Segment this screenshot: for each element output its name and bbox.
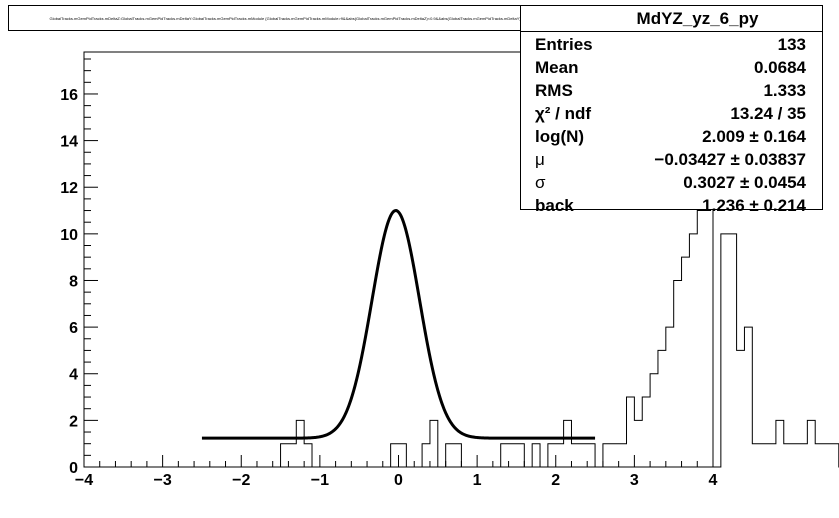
stats-value: 1.333 <box>763 81 806 100</box>
stats-row: σ 0.3027 ± 0.0454 <box>535 172 806 194</box>
stats-key: μ <box>535 150 545 169</box>
y-tick-label: 12 <box>60 180 78 197</box>
stats-key: Mean <box>535 58 579 77</box>
histogram-bin <box>815 444 823 467</box>
histogram-bin <box>807 420 815 467</box>
x-tick-label: −2 <box>232 472 250 489</box>
histogram-bin <box>831 444 839 467</box>
histogram-bin <box>611 444 619 467</box>
histogram-bin <box>288 444 296 467</box>
y-tick-label: 6 <box>69 320 78 337</box>
stats-key: χ² / ndf <box>535 104 592 123</box>
histogram-title-text: GlobalTracks.mGemPidTracks.mDeltaZ:Globa… <box>49 15 554 21</box>
histogram-bin <box>532 444 540 467</box>
histogram-bin <box>729 234 737 467</box>
stats-row: Mean 0.0684 <box>535 57 806 79</box>
histogram-bin <box>430 420 438 467</box>
histogram-bin <box>642 397 650 467</box>
stats-box: MdYZ_yz_6_py Entries 133 Mean 0.0684 RMS 1.33… <box>520 5 823 215</box>
y-tick-label: 2 <box>69 413 78 430</box>
histogram-bin <box>579 444 587 467</box>
histogram-bin <box>792 444 800 467</box>
y-tick-label: 0 <box>69 460 78 477</box>
stats-row: back 1.236 ± 0.214 <box>535 195 806 217</box>
y-tick-label: 8 <box>69 273 78 290</box>
stats-value: 2.009 ± 0.164 <box>702 127 806 146</box>
stats-row: RMS 1.333 <box>535 80 806 102</box>
x-tick-label: −4 <box>75 472 93 489</box>
histogram-bin <box>587 444 595 467</box>
y-tick-label: 4 <box>69 367 78 384</box>
histogram-bin <box>516 444 524 467</box>
histogram-bin <box>799 444 807 467</box>
stats-row: Entries 133 <box>535 34 806 56</box>
histogram-bin <box>446 444 454 467</box>
histogram-bin <box>697 211 705 467</box>
x-tick-label: 0 <box>394 472 403 489</box>
histogram-bin <box>666 327 674 467</box>
histogram-bin <box>752 444 760 467</box>
histogram-bin <box>603 444 611 467</box>
histogram-bin <box>737 350 745 467</box>
stats-key: Entries <box>535 35 593 54</box>
stats-value: 133 <box>777 35 806 54</box>
stats-value: 1.236 ± 0.214 <box>702 196 806 215</box>
histogram-bin <box>619 444 627 467</box>
histogram-bin <box>674 280 682 467</box>
y-tick-label: 14 <box>60 134 78 151</box>
stats-histogram-name: MdYZ_yz_6_py <box>521 6 822 32</box>
histogram-bin <box>784 444 792 467</box>
stats-value: −0.03427 ± 0.03837 <box>654 150 806 169</box>
histogram-bin <box>399 444 407 467</box>
histogram-bin <box>650 374 658 467</box>
x-tick-label: −3 <box>154 472 172 489</box>
histogram-bin <box>304 444 312 467</box>
histogram-bin <box>571 444 579 467</box>
stats-key: σ <box>535 173 546 192</box>
x-tick-label: 4 <box>709 472 718 489</box>
histogram-bin <box>744 327 752 467</box>
histogram-bin <box>296 420 304 467</box>
stats-value: 13.24 / 35 <box>730 104 806 123</box>
stats-value: 0.0684 <box>754 58 806 77</box>
histogram-bin <box>548 444 556 467</box>
x-tick-label: 2 <box>551 472 560 489</box>
histogram-bin <box>760 444 768 467</box>
histogram-bin <box>823 444 831 467</box>
histogram-bin <box>391 444 399 467</box>
stats-value: 0.3027 ± 0.0454 <box>683 173 806 192</box>
y-tick-label: 16 <box>60 87 78 104</box>
histogram-title: GlobalTracks.mGemPidTracks.mDeltaZ:Globa… <box>8 5 595 31</box>
y-tick-label: 10 <box>60 227 78 244</box>
histogram-bin <box>556 444 564 467</box>
histogram-bin <box>627 397 635 467</box>
histogram-bin <box>682 257 690 467</box>
histogram-bin <box>422 444 430 467</box>
histogram-bin <box>776 420 784 467</box>
histogram-bin <box>564 420 572 467</box>
stats-row: μ −0.03427 ± 0.03837 <box>535 149 806 171</box>
histogram-bin <box>454 444 462 467</box>
x-tick-label: 1 <box>473 472 482 489</box>
stats-key: log(N) <box>535 127 585 146</box>
stats-key: RMS <box>535 81 573 100</box>
histogram-bin <box>768 444 776 467</box>
histogram-bin <box>281 444 289 467</box>
x-tick-label: −1 <box>311 472 329 489</box>
histogram-bin <box>689 234 697 467</box>
histogram-bin <box>501 444 509 467</box>
histogram-bin <box>509 444 517 467</box>
stats-row: χ² / ndf 13.24 / 35 <box>535 103 806 125</box>
histogram-bin <box>721 234 729 467</box>
x-tick-label: 3 <box>630 472 639 489</box>
histogram-bin <box>658 350 666 467</box>
histogram-bin <box>634 420 642 467</box>
stats-row: log(N) 2.009 ± 0.164 <box>535 126 806 148</box>
stats-key: back <box>535 196 574 215</box>
fit-curve <box>201 209 596 440</box>
